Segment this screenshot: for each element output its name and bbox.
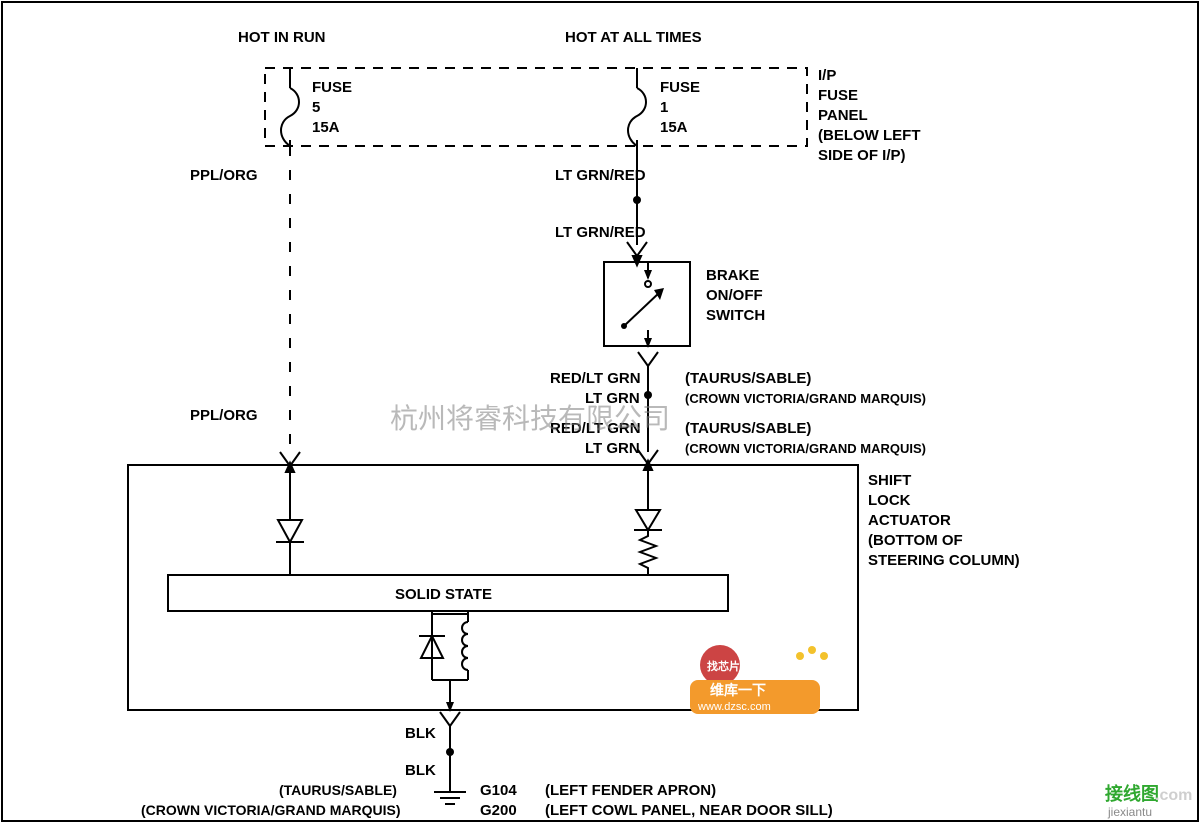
watermark-text: 杭州将睿科技有限公司 <box>390 403 670 435</box>
shift-label: SHIFT <box>868 472 911 489</box>
conn-brake-out <box>638 352 658 366</box>
resistor-right <box>640 530 656 575</box>
ltgrn-red-1: LT GRN/RED <box>555 167 646 184</box>
brake-switch-internals <box>621 262 664 348</box>
onoff-label: ON/OFF <box>706 287 763 304</box>
taurus-ground: (TAURUS/SABLE) <box>279 782 397 798</box>
redltgrn-1: RED/LT GRN <box>550 370 641 387</box>
fuse-word: FUSE <box>818 87 858 104</box>
ltgrn-red-2: LT GRN/RED <box>555 224 646 241</box>
ltgrn-2: LT GRN <box>585 440 640 457</box>
footer-dotcom: .com <box>1155 787 1192 804</box>
crown-2: (CROWN VICTORIA/GRAND MARQUIS) <box>685 441 926 456</box>
steering-label: STEERING COLUMN) <box>868 552 1020 569</box>
ground-symbol <box>434 792 466 804</box>
lock-label: LOCK <box>868 492 911 509</box>
fuse-5-symbol <box>281 68 299 146</box>
fuse5-label: FUSE <box>312 79 352 96</box>
diode-left <box>276 520 304 542</box>
footer-top: 接线图 <box>1105 783 1159 804</box>
taurus-1: (TAURUS/SABLE) <box>685 370 811 387</box>
shift-lock-actuator-box <box>128 465 858 710</box>
actuator-label: ACTUATOR <box>868 512 951 529</box>
fuse5-amp: 15A <box>312 119 340 136</box>
panel-word: PANEL <box>818 107 868 124</box>
conn-right-into-actuator <box>638 450 658 464</box>
bottom-of-label: (BOTTOM OF <box>868 532 963 549</box>
footer-bottom: jiexiantu <box>1107 805 1152 819</box>
crown-ground: (CROWN VICTORIA/GRAND MARQUIS) <box>141 802 401 818</box>
fuse5-num: 5 <box>312 99 320 116</box>
conn-left-chevron <box>280 452 300 466</box>
blk-1: BLK <box>405 725 436 742</box>
fuse1-amp: 15A <box>660 119 688 136</box>
badge-line1: 维库一下 <box>710 682 766 698</box>
fuse1-num: 1 <box>660 99 668 116</box>
label-hot-at-all-times: HOT AT ALL TIMES <box>565 29 702 46</box>
ppl-org-2: PPL/ORG <box>190 407 258 424</box>
ip-label: I/P <box>818 67 836 84</box>
label-hot-in-run: HOT IN RUN <box>238 29 326 46</box>
g200: G200 <box>480 802 517 819</box>
left-fender: (LEFT FENDER APRON) <box>545 782 716 799</box>
relay-assembly <box>419 611 468 712</box>
g104: G104 <box>480 782 517 799</box>
solid-state-label: SOLID STATE <box>395 586 492 603</box>
crown-1: (CROWN VICTORIA/GRAND MARQUIS) <box>685 391 926 406</box>
dzsc-badge: 找芯片 维库一下 www.dzsc.com <box>690 645 828 714</box>
left-cowl: (LEFT COWL PANEL, NEAR DOOR SILL) <box>545 802 833 819</box>
side-of-ip: SIDE OF I/P) <box>818 147 906 164</box>
taurus-2: (TAURUS/SABLE) <box>685 420 811 437</box>
fuse-1-symbol <box>628 68 646 146</box>
conn-actuator-out <box>440 712 460 726</box>
fuse1-label: FUSE <box>660 79 700 96</box>
blk-2: BLK <box>405 762 436 779</box>
badge-bubble-text: 找芯片 <box>707 659 740 673</box>
wiring-diagram: HOT IN RUN HOT AT ALL TIMES FUSE 5 15A F… <box>0 0 1200 825</box>
diode-right <box>634 510 662 530</box>
below-left: (BELOW LEFT <box>818 127 920 144</box>
badge-line2: www.dzsc.com <box>697 701 771 713</box>
switch-label: SWITCH <box>706 307 765 324</box>
ppl-org-1: PPL/ORG <box>190 167 258 184</box>
brake-label: BRAKE <box>706 267 759 284</box>
footer-logo: 接线图 .com jiexiantu <box>1105 783 1192 819</box>
